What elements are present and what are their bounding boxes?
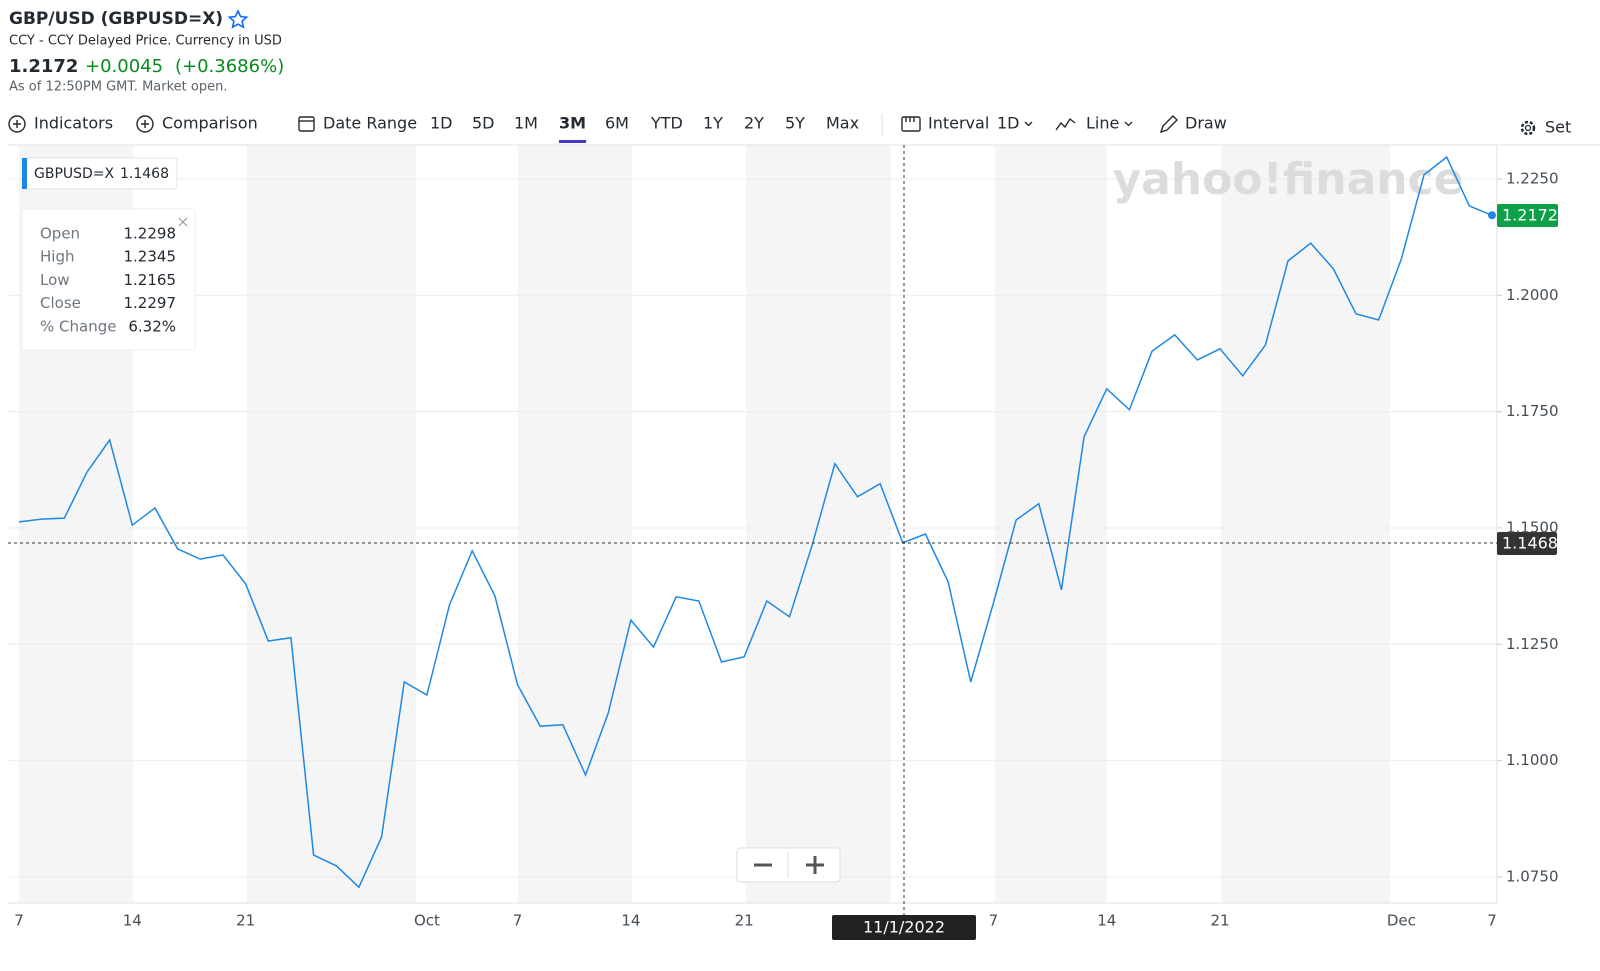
range-button[interactable]: 6M (605, 114, 629, 133)
price: 1.2172 (9, 56, 78, 77)
watchlist-star[interactable] (227, 9, 249, 29)
axis-frame (8, 144, 1600, 904)
zoom-in-button[interactable] (806, 856, 824, 874)
tooltip-value: 1.2345 (124, 248, 177, 266)
change: +0.0045 (85, 56, 163, 77)
draw-button[interactable]: Draw (1185, 114, 1227, 133)
last-price-label: 1.2172 (1502, 206, 1558, 225)
x-tick-label: 21 (1211, 912, 1230, 930)
date-range-button[interactable]: Date Range (323, 114, 417, 133)
band (247, 145, 416, 903)
price-line (18, 155, 1493, 889)
crosshair-x-badge (832, 915, 976, 940)
x-tick-label: Dec (1387, 912, 1416, 930)
grid (8, 178, 1502, 878)
icon (1124, 121, 1133, 127)
indicators-button[interactable]: Indicators (34, 114, 113, 133)
range-button[interactable]: 5D (472, 114, 495, 133)
tooltip-label: % Change (40, 317, 116, 335)
title: GBP/USD (GBPUSD=X) (9, 9, 223, 29)
band (1221, 145, 1390, 903)
y-tick-label: 1.1000 (1506, 751, 1559, 769)
as-of: As of 12:50PM GMT. Market open. (9, 80, 227, 95)
range-button[interactable]: 5Y (785, 114, 805, 133)
x-tick-label: Oct (414, 912, 440, 930)
y-tick-label: 1.1250 (1506, 635, 1559, 653)
tooltip-label: Close (40, 294, 81, 312)
range-button[interactable]: 1Y (703, 114, 723, 133)
interval-label[interactable]: Interval (928, 114, 989, 133)
icon (1024, 121, 1033, 127)
tooltip-label: High (40, 248, 74, 266)
tooltip-value: 1.2165 (124, 271, 177, 289)
icon (298, 116, 315, 132)
x-tick-label: 14 (621, 912, 640, 930)
tooltip-box (21, 208, 196, 351)
crosshair-y-badge (1497, 532, 1557, 555)
band (995, 145, 1107, 903)
range-button[interactable]: 1M (514, 114, 538, 133)
x-tick-label: 14 (1097, 912, 1116, 930)
toolbar: Indicators Comparison Date Range Interva… (8, 114, 1571, 143)
range-button[interactable]: 3M (559, 114, 586, 133)
watermark: yahoo!finance (1112, 154, 1463, 205)
tooltip-value: 1.2298 (124, 225, 177, 243)
icon (8, 115, 26, 133)
last-price-badge (1497, 204, 1558, 227)
y-tick-label: 1.2250 (1506, 169, 1559, 187)
y-tick-label: 1.2000 (1506, 286, 1559, 304)
icon (1055, 117, 1076, 131)
icon (905, 117, 915, 122)
legend: GBPUSD=X 1.1468 (21, 157, 178, 190)
tooltip-close[interactable] (178, 217, 188, 227)
icon (1520, 120, 1536, 136)
x-tick-label: 7 (1487, 912, 1497, 930)
icon (141, 120, 149, 128)
icon (1524, 124, 1532, 132)
range-button[interactable]: YTD (650, 114, 683, 133)
range-button[interactable]: 1D (430, 114, 453, 133)
legend-value: 1.1468 (120, 166, 169, 182)
x-tick-label: 21 (236, 912, 255, 930)
tooltip: Open 1.2298 High 1.2345 Low 1.2165 Close 1.2297… (21, 208, 196, 351)
legend-swatch (22, 158, 27, 189)
active-underline (559, 140, 587, 143)
icon (901, 116, 921, 132)
y-tick-label: 1.0750 (1506, 867, 1559, 885)
legend-symbol: GBPUSD=X (34, 166, 115, 182)
band (518, 145, 632, 903)
header: GBP/USD (GBPUSD=X) CCY - CCY Delayed Pri… (9, 9, 284, 95)
icon (136, 115, 154, 133)
y-tick-label: 1.1750 (1506, 402, 1559, 420)
x-tick-label: 7 (14, 912, 24, 930)
chart-style-button[interactable]: Line (1086, 114, 1119, 133)
weekend-bands (19, 145, 1390, 903)
range-button[interactable]: 2Y (744, 114, 764, 133)
comparison-button[interactable]: Comparison (162, 114, 258, 133)
tooltip-value: 1.2297 (124, 294, 177, 312)
settings-button[interactable]: Set (1545, 118, 1571, 137)
plot (18, 155, 1493, 889)
crosshair-y-label: 1.1468 (1502, 534, 1558, 553)
x-tick-label: 7 (989, 912, 999, 930)
range-button[interactable]: Max (826, 114, 859, 133)
icon (1159, 115, 1178, 134)
tooltip-label: Low (40, 271, 70, 289)
interval-value[interactable]: 1D (997, 114, 1020, 133)
change-percent: (+0.3686%) (175, 56, 284, 77)
y-tick-label: 1.1500 (1506, 518, 1559, 536)
crosshair (8, 145, 1497, 915)
last-point (1488, 211, 1496, 220)
tooltip-value: 6.32% (128, 317, 176, 335)
tooltip-label: Open (40, 225, 80, 243)
crosshair-x-label: 11/1/2022 (863, 918, 945, 937)
x-tick-label: 21 (735, 912, 754, 930)
x-tick-label: 7 (513, 912, 523, 930)
subtitle: CCY - CCY Delayed Price. Currency in USD (9, 34, 282, 49)
icon (13, 120, 21, 128)
x-tick-label: 14 (123, 912, 142, 930)
